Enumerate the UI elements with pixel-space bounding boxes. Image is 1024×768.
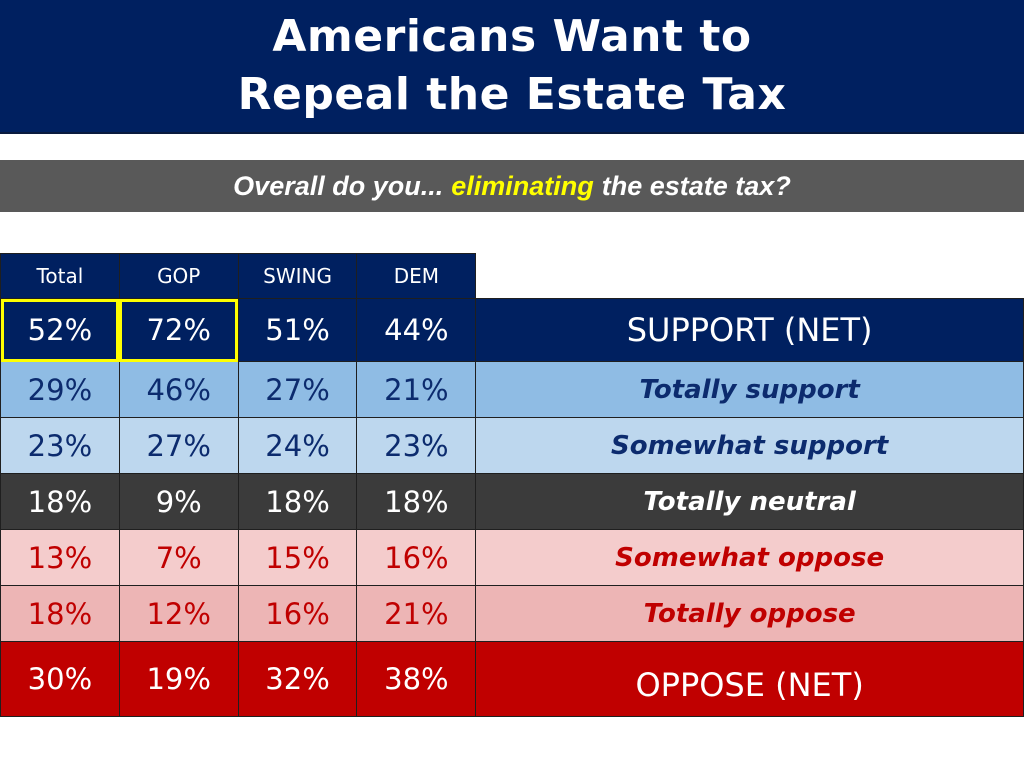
cell-totally-neutral-swing: 18% (237, 473, 358, 530)
question-highlight-word: eliminating (451, 170, 594, 201)
cell-somewhat-oppose-gop: 7% (118, 529, 239, 586)
cell-somewhat-oppose-dem: 16% (356, 529, 477, 586)
column-header-dem: DEM (356, 253, 477, 299)
slide-title-line-1: Americans Want to (272, 11, 752, 62)
cell-totally-support-gop: 46% (118, 361, 239, 418)
column-header-swing: SWING (237, 253, 358, 299)
cell-totally-oppose-gop: 12% (118, 585, 239, 642)
cell-totally-support-swing: 27% (237, 361, 358, 418)
table-header-row: Total GOP SWING DEM (0, 253, 1024, 299)
table-row-totally-neutral: 18% 9% 18% 18% Totally neutral (0, 473, 1024, 530)
table-row-totally-support: 29% 46% 27% 21% Totally support (0, 361, 1024, 418)
title-banner: Americans Want to Repeal the Estate Tax (0, 0, 1024, 134)
cell-somewhat-oppose-total: 13% (0, 529, 120, 586)
question-text-before: Overall do you... (233, 170, 444, 201)
cell-somewhat-oppose-swing: 15% (237, 529, 358, 586)
table-row-totally-oppose: 18% 12% 16% 21% Totally oppose (0, 585, 1024, 642)
cell-oppose-net-swing: 32% (237, 641, 358, 717)
row-label-totally-neutral: Totally neutral (475, 473, 1024, 530)
slide-title-line-2: Repeal the Estate Tax (237, 69, 787, 120)
header-spacer (476, 254, 1024, 299)
cell-support-net-total: 52% (0, 298, 120, 362)
cell-totally-neutral-total: 18% (0, 473, 120, 530)
cell-totally-oppose-total: 18% (0, 585, 120, 642)
cell-somewhat-support-swing: 24% (237, 417, 358, 474)
table-row-somewhat-oppose: 13% 7% 15% 16% Somewhat oppose (0, 529, 1024, 586)
cell-somewhat-support-total: 23% (0, 417, 120, 474)
row-label-totally-oppose: Totally oppose (475, 585, 1024, 642)
cell-oppose-net-total: 30% (0, 641, 120, 717)
cell-support-net-dem: 44% (356, 298, 477, 362)
cell-somewhat-support-dem: 23% (356, 417, 477, 474)
cell-totally-support-total: 29% (0, 361, 120, 418)
cell-oppose-net-dem: 38% (356, 641, 477, 717)
cell-support-net-swing: 51% (237, 298, 358, 362)
cell-somewhat-support-gop: 27% (118, 417, 239, 474)
row-label-oppose-net: OPPOSE (NET) (475, 641, 1024, 717)
row-label-totally-support: Totally support (475, 361, 1024, 418)
cell-totally-neutral-dem: 18% (356, 473, 477, 530)
cell-totally-oppose-swing: 16% (237, 585, 358, 642)
table-row-support-net: 52% 72% 51% 44% SUPPORT (NET) (0, 298, 1024, 362)
table-row-somewhat-support: 23% 27% 24% 23% Somewhat support (0, 417, 1024, 474)
question-banner: Overall do you... eliminating the estate… (0, 160, 1024, 212)
question-text-after: the estate tax? (601, 170, 791, 201)
row-label-somewhat-oppose: Somewhat oppose (475, 529, 1024, 586)
cell-totally-support-dem: 21% (356, 361, 477, 418)
cell-oppose-net-gop: 19% (118, 641, 239, 717)
table-row-oppose-net: 30% 19% 32% 38% OPPOSE (NET) (0, 641, 1024, 717)
row-label-somewhat-support: Somewhat support (475, 417, 1024, 474)
column-header-gop: GOP (118, 253, 239, 299)
cell-support-net-gop: 72% (118, 298, 239, 362)
row-label-support-net: SUPPORT (NET) (475, 298, 1024, 362)
cell-totally-neutral-gop: 9% (118, 473, 239, 530)
column-header-total: Total (0, 253, 120, 299)
results-table: Total GOP SWING DEM 52% 72% 51% 44% SUPP… (0, 253, 1024, 717)
cell-totally-oppose-dem: 21% (356, 585, 477, 642)
